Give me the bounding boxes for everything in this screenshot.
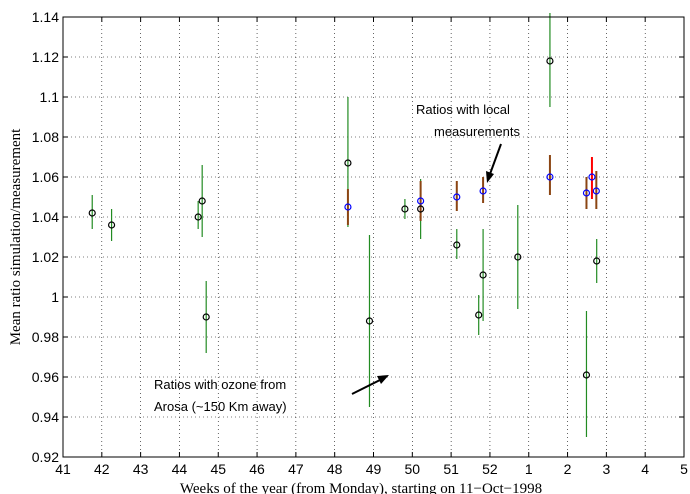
x-tick-label: 4 [641,461,649,477]
annotation-arosa-line1: Ratios with ozone from [154,377,286,392]
annotation-local-arrow [489,143,502,175]
annotation-local-line1: Ratios with local [416,102,510,117]
arosa-point [365,317,374,325]
y-tick-label: 0.98 [32,329,59,345]
y-tick-label: 1 [51,289,59,305]
arosa-point [88,209,96,217]
y-tick-label: 1.12 [32,49,59,65]
x-tick-label: 49 [366,461,382,477]
local-point [417,197,425,205]
x-tick-label: 44 [172,461,188,477]
x-tick-label: 3 [602,461,610,477]
arosa-point [593,257,601,265]
arosa-point [453,241,461,249]
arosa-point [107,221,116,229]
annotation-arosa-arrowhead [377,375,389,384]
arosa-point [479,271,487,279]
x-tick-label: 42 [94,461,110,477]
arosa-point [417,205,425,213]
annotation-arosa-line2: Arosa (~150 Km away) [154,399,287,414]
arosa-point [401,205,409,213]
arosa-point [475,311,483,319]
x-tick-label: 48 [327,461,343,477]
y-tick-label: 0.94 [32,409,59,425]
x-tick-label: 47 [288,461,304,477]
y-tick-label: 1.08 [32,129,59,145]
x-tick-label: 41 [55,461,71,477]
local-point [546,173,554,181]
local-point [588,173,596,181]
x-axis-label: Weeks of the year (from Monday), startin… [180,481,542,494]
y-tick-label: 1.02 [32,249,59,265]
annotation-local: Ratios with local measurements [416,102,520,183]
annotation-arosa-arrow [351,379,381,395]
x-tick-label: 51 [443,461,459,477]
annotation-local-arrowhead [486,171,494,183]
grid [63,17,684,457]
arosa-point [198,197,206,205]
x-tick-label: 45 [210,461,226,477]
annotation-local-line2: measurements [434,124,520,139]
arosa-point [546,57,554,65]
y-axis-label: Mean ratio simulation/measurement [8,128,24,345]
arosa-point [344,159,352,167]
x-tick-label: 50 [405,461,421,477]
x-tick-label: 1 [525,461,533,477]
y-tick-label: 1.04 [32,209,59,225]
x-tick-label: 5 [680,461,688,477]
x-tick-label: 2 [564,461,572,477]
local-point [592,187,600,195]
markers [88,57,601,379]
y-tick-label: 1.06 [32,169,59,185]
x-tick-label: 52 [482,461,498,477]
x-tick-label: 46 [249,461,265,477]
local-point [344,203,352,211]
axis-ticks: 41 42 43 44 45 46 47 48 49 50 51 52 1 2 3 4 50.920.940.9… [32,9,688,477]
arosa-point [582,371,591,379]
local-point [479,187,487,195]
y-tick-label: 1.1 [40,89,60,105]
local-point [582,189,591,197]
arosa-point [514,253,522,261]
error-bars [91,13,598,437]
y-tick-label: 0.92 [32,449,59,465]
y-tick-label: 1.14 [32,9,59,25]
y-tick-label: 0.96 [32,369,59,385]
annotation-arosa: Ratios with ozone from Arosa (~150 Km aw… [154,375,389,414]
arosa-point [202,313,210,321]
arosa-point [194,213,202,221]
local-point [453,193,461,201]
x-tick-label: 43 [133,461,149,477]
